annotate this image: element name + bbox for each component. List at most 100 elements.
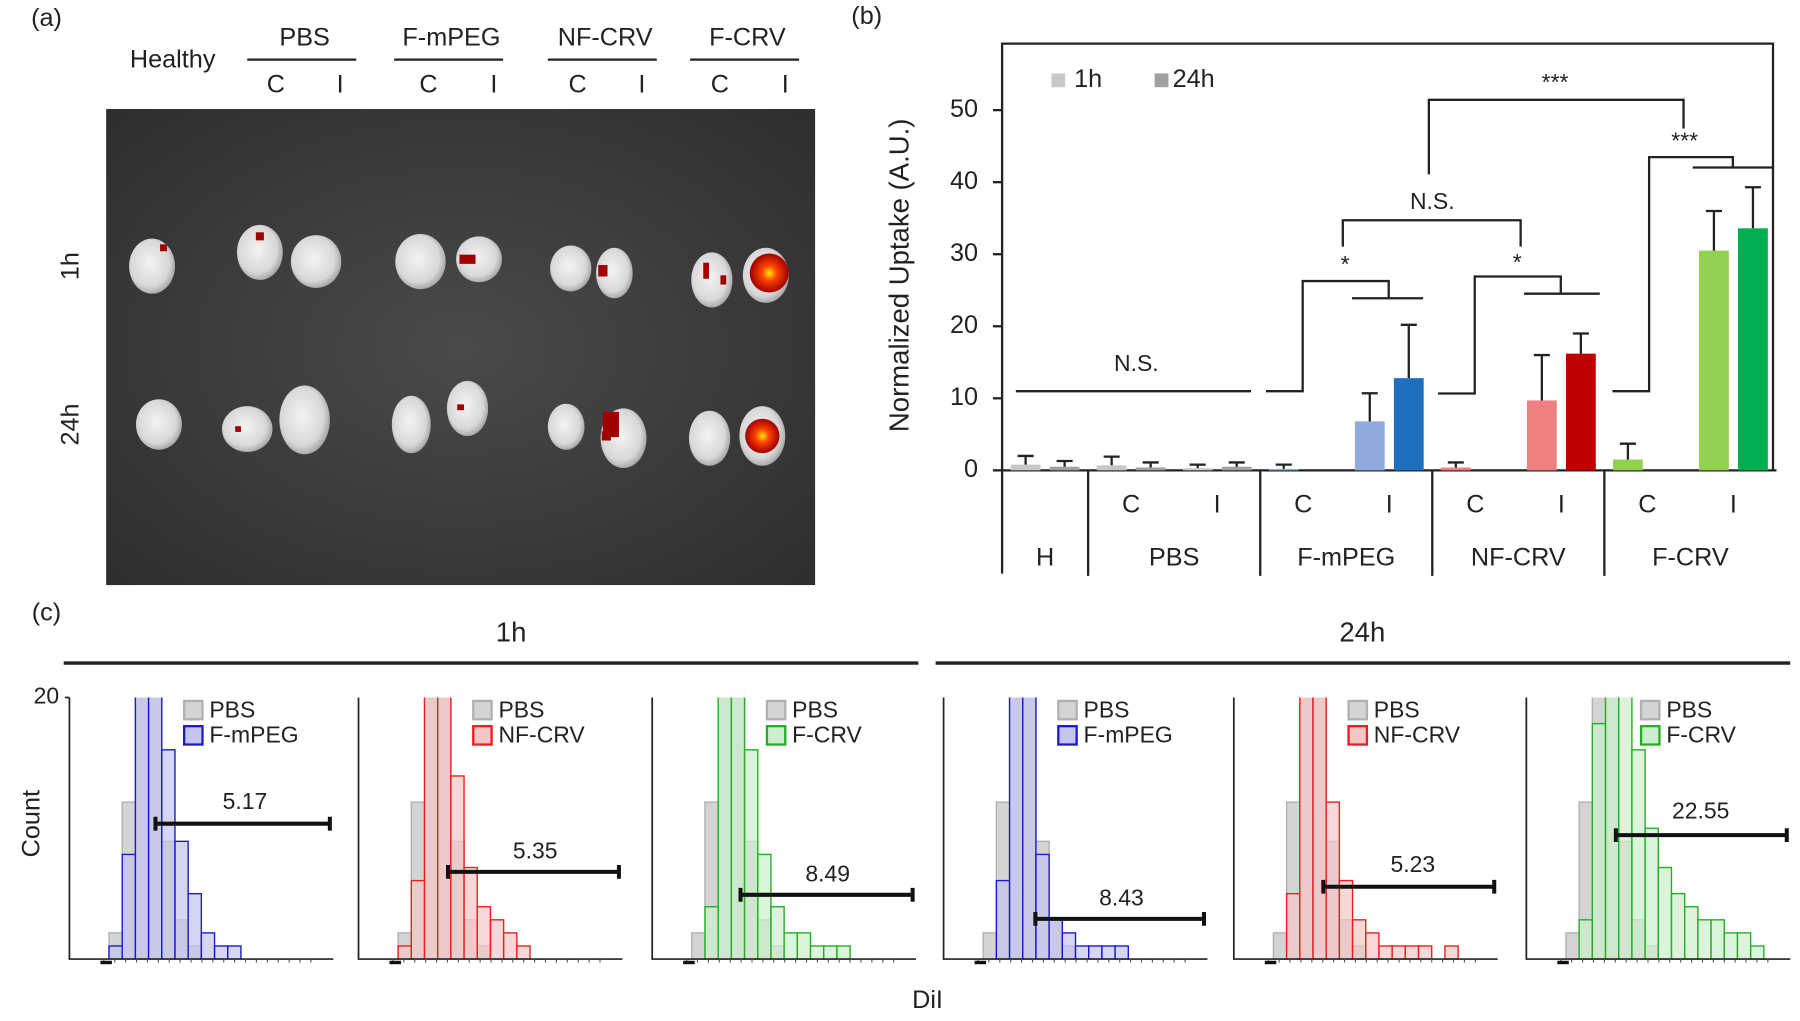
x-tick-label: I [1214, 491, 1221, 519]
histogram-bin [489, 919, 505, 960]
bar [1010, 464, 1041, 471]
legend-swatch [765, 699, 787, 721]
signal-spot [255, 232, 264, 241]
histogram-bin [982, 932, 998, 960]
histogram-bin [227, 945, 242, 960]
histogram-bin [1604, 697, 1620, 960]
error-bar [1275, 463, 1292, 469]
histogram-bin [1391, 945, 1407, 960]
legend-swatch [1639, 725, 1661, 746]
bar [1738, 228, 1768, 471]
histogram [1565, 697, 1765, 960]
bar [1135, 467, 1166, 471]
panel-label: (a) [31, 4, 62, 32]
significance-label: * [1513, 249, 1522, 275]
healthy-label: Healthy [130, 45, 216, 73]
organ [395, 234, 446, 290]
histogram [1272, 697, 1459, 960]
group-label: H [1036, 543, 1054, 571]
organ [691, 252, 733, 308]
legend-label: 1h [1074, 65, 1102, 93]
gate-label: 8.49 [805, 860, 850, 886]
histogram-bin [397, 945, 412, 960]
histogram-bin [1365, 932, 1380, 960]
legend-label: F-mPEG [1084, 722, 1173, 748]
sub-label: I [337, 71, 344, 99]
x-tick-label: C [1294, 491, 1312, 519]
histogram-bin [1312, 697, 1327, 960]
bar [1049, 466, 1080, 471]
signal-hot [749, 253, 789, 293]
panel-label: (c) [32, 598, 61, 626]
histogram [108, 697, 242, 960]
histogram-bin [1285, 892, 1301, 960]
y-axis-label: Count [17, 790, 45, 857]
histogram-bin [1325, 801, 1341, 960]
histogram-bin [1565, 932, 1580, 960]
gate [1613, 828, 1789, 843]
legend-label: F-CRV [1666, 722, 1736, 748]
histogram-bin [1351, 919, 1367, 960]
y-tick-label: 20 [950, 311, 978, 339]
histogram-bin [1670, 892, 1686, 960]
plot-frame [1000, 42, 1775, 574]
histogram-bin [1074, 945, 1090, 960]
histogram-bin [463, 866, 478, 960]
histogram-bin [108, 945, 123, 960]
panel-label: (b) [851, 2, 882, 30]
significance-bracket [1427, 98, 1685, 175]
signal-spot [720, 275, 727, 285]
group-label: PBS [279, 24, 329, 52]
error-bar [1744, 186, 1761, 229]
signal-spot [601, 431, 611, 441]
error-bar [1056, 459, 1073, 467]
organ [135, 399, 182, 450]
y-tick-label: 50 [950, 95, 978, 123]
error-bar [1533, 353, 1550, 401]
signal-spot [160, 244, 167, 252]
legend-label: PBS [498, 696, 544, 722]
histogram-bin [796, 932, 812, 960]
row-label: 1h [56, 252, 84, 280]
histogram-bin [134, 697, 150, 960]
gate [1033, 912, 1207, 926]
organ [595, 247, 633, 299]
bar [1526, 400, 1557, 471]
sub-label: I [638, 71, 645, 99]
organ [688, 410, 731, 466]
bar [1096, 465, 1127, 471]
histogram [982, 697, 1129, 960]
legend-swatch [1057, 725, 1078, 746]
gate [153, 816, 332, 831]
error-bar [1400, 323, 1417, 379]
bar [1699, 250, 1729, 471]
timepoint-header: 1h [496, 617, 527, 648]
histogram-bin [809, 945, 825, 960]
histogram-bin [1101, 945, 1116, 960]
histogram-bin [1114, 945, 1129, 960]
significance-bracket [1612, 156, 1774, 393]
group-label: NF-CRV [1471, 543, 1566, 571]
legend-label: PBS [1666, 696, 1712, 722]
histogram-bin [1710, 919, 1725, 960]
group-label: PBS [1149, 543, 1199, 571]
histogram-bin [423, 697, 439, 960]
significance-label: *** [1671, 127, 1698, 153]
legend-swatch [1154, 73, 1169, 88]
group-label: F-mPEG [402, 24, 500, 52]
bar [1440, 467, 1471, 471]
gate [445, 864, 621, 879]
legend-swatch [1051, 73, 1066, 88]
histogram-bin [200, 932, 216, 960]
histogram-bin [1618, 697, 1633, 960]
legend-label: PBS [209, 696, 255, 722]
bar [1221, 466, 1252, 471]
histogram-bin [1697, 919, 1712, 960]
histogram-bin [1683, 906, 1699, 960]
row-label: 24h [56, 403, 84, 445]
histogram-bin [757, 853, 772, 960]
histogram-bin [476, 906, 492, 960]
significance-bracket [1438, 275, 1600, 395]
